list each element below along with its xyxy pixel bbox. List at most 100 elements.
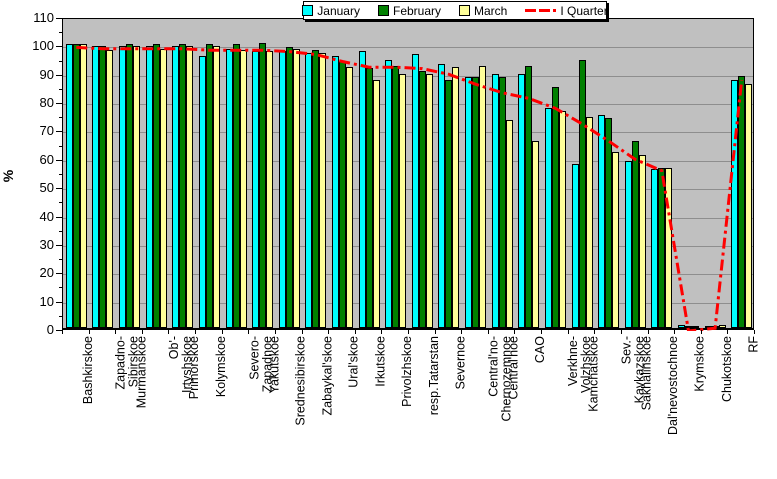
bar-january — [677, 325, 685, 328]
x-axis-label: Yakutskoe — [267, 336, 282, 394]
bar-february — [232, 44, 240, 328]
bar-january — [544, 108, 552, 328]
y-axis-tick-label: 90 — [39, 66, 54, 82]
x-axis-label: Privolzhskoe — [400, 336, 415, 407]
y-axis-tick — [56, 273, 62, 275]
bar-january — [571, 163, 579, 328]
bar-march — [239, 50, 247, 328]
x-axis-label: Severnoe — [453, 336, 468, 390]
bar-march — [159, 48, 167, 328]
y-axis-tick — [56, 74, 62, 76]
y-axis-tick — [59, 287, 62, 289]
bar-february — [179, 44, 187, 328]
bar-march — [691, 326, 699, 328]
bar-march — [452, 67, 460, 328]
x-axis-label: Sakhalinskoe — [639, 336, 654, 411]
y-axis-tick — [59, 315, 62, 317]
bar-march — [266, 51, 274, 328]
x-axis-tick — [195, 330, 197, 334]
y-axis-tick-label: 30 — [39, 236, 54, 252]
bar-january — [305, 52, 313, 328]
bar-february — [418, 71, 426, 328]
x-axis-tick — [647, 330, 649, 334]
bar-march — [532, 140, 540, 328]
y-axis-tick-label: 60 — [39, 151, 54, 167]
x-axis-tick — [727, 330, 729, 334]
plot-area — [62, 18, 754, 331]
x-axis-tick — [408, 330, 409, 334]
y-axis-tick-label: 20 — [39, 265, 54, 281]
legend-item-march: March — [459, 4, 507, 18]
bar-february — [259, 42, 267, 328]
legend-label-january: January — [317, 3, 360, 18]
y-axis-tick — [56, 330, 62, 331]
bar-january — [731, 79, 739, 328]
x-axis-tick — [514, 330, 516, 334]
x-axis-tick — [274, 330, 276, 334]
y-axis-tick-label: 0 — [46, 322, 54, 337]
bar-february — [338, 61, 346, 328]
x-axis-label: RF — [746, 336, 761, 353]
y-axis-tick — [56, 159, 62, 161]
bar-february — [711, 326, 719, 328]
x-axis-tick — [541, 330, 543, 334]
bar-march — [558, 111, 566, 328]
x-axis-tick — [381, 330, 383, 334]
bar-march — [372, 79, 380, 328]
bar-march — [319, 52, 327, 328]
bar-january — [358, 51, 366, 328]
bar-march — [505, 119, 513, 328]
bar-february — [392, 65, 400, 328]
y-axis-tick — [56, 216, 62, 218]
x-axis-label: Krymskoe — [692, 336, 707, 392]
bar-february — [738, 75, 746, 328]
x-axis-tick — [674, 330, 676, 334]
bar-january — [704, 326, 712, 328]
x-axis-label: Kamchatskoe — [586, 336, 601, 412]
bar-february — [658, 167, 666, 328]
bar-february — [99, 45, 107, 328]
y-axis-tick-label: 80 — [39, 95, 54, 111]
bar-february — [605, 118, 613, 328]
legend-swatch-march — [459, 5, 471, 16]
x-axis-tick — [434, 330, 436, 334]
bar-january — [491, 74, 499, 328]
y-axis-tick — [56, 131, 62, 133]
bar-january — [252, 51, 260, 328]
legend-label-march: March — [474, 3, 508, 18]
x-axis-label: Ural'skoe — [346, 336, 361, 388]
legend-item-january: January — [302, 4, 360, 18]
bar-february — [72, 44, 80, 328]
bar-january — [651, 169, 659, 328]
legend-item-quarter: I Quarter — [525, 4, 608, 18]
bar-march — [186, 45, 194, 328]
bar-february — [525, 65, 533, 328]
bar-february — [578, 59, 586, 328]
y-axis-tick — [59, 88, 62, 90]
y-axis-tick-label: 70 — [39, 123, 54, 139]
bar-january — [385, 59, 393, 328]
y-axis-tick — [56, 46, 62, 48]
y-axis-tick — [56, 18, 62, 19]
y-axis-tick — [59, 145, 62, 147]
y-axis-tick-label: 50 — [39, 180, 54, 196]
bar-march — [718, 325, 726, 328]
x-axis-label: Primorskoe — [187, 336, 202, 400]
bar-march — [638, 154, 646, 328]
x-axis-label: Bashkirskoe — [80, 336, 95, 405]
y-axis-tick-label: 10 — [39, 293, 54, 309]
legend-swatch-february — [377, 5, 389, 16]
y-axis-tick — [59, 117, 62, 119]
bar-january — [331, 55, 339, 328]
legend-item-february: February — [377, 4, 441, 18]
x-axis-label: Zabaykal'skoe — [320, 336, 335, 416]
x-axis-tick — [620, 330, 622, 334]
bar-february — [152, 44, 160, 328]
y-axis-tick — [56, 244, 62, 246]
bar-march — [212, 45, 220, 328]
bar-january — [278, 51, 286, 328]
bar-january — [411, 54, 419, 328]
x-axis-tick — [221, 330, 223, 334]
x-axis-label: CAO — [533, 336, 548, 364]
bar-january — [518, 74, 526, 328]
